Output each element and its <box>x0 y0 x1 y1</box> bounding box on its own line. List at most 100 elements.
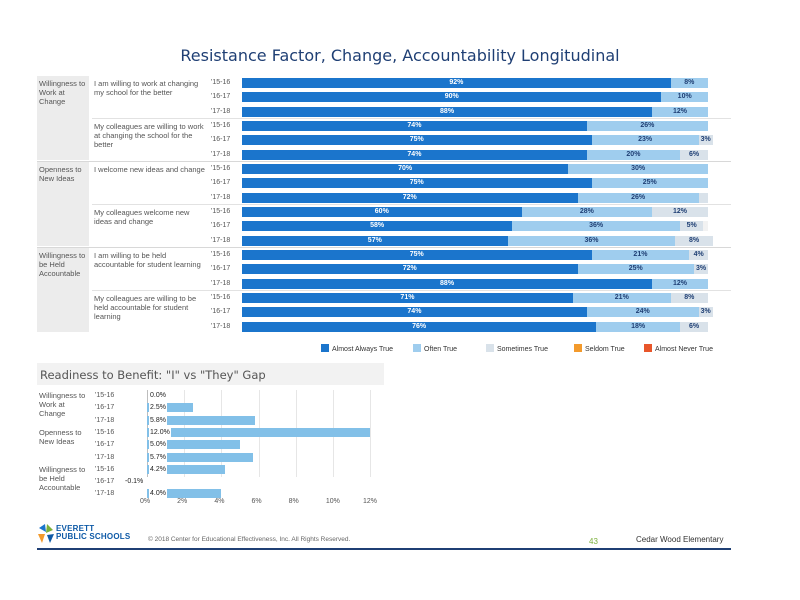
chart-legend: Almost Always True Often True Sometimes Tr… <box>321 344 731 356</box>
bar-value-label: 75% <box>409 251 424 258</box>
gap-bar <box>147 464 226 474</box>
bar-value-label: 57% <box>367 236 382 244</box>
gap-year-label: '16-17 <box>95 478 115 486</box>
gap-value-label: 0.0% <box>149 391 167 400</box>
group-panel <box>37 248 89 332</box>
gap-chart-header: Readiness to Benefit: "I" vs "They" Gap <box>37 363 384 385</box>
bar-value-label: 74% <box>407 308 422 316</box>
item-divider <box>92 118 731 119</box>
bar-track: 70% 30% <box>242 164 708 174</box>
row-year-label: '17-18 <box>211 279 231 287</box>
legend-item: Seldom True <box>574 344 625 355</box>
row-year-label: '17-18 <box>211 322 231 330</box>
legend-swatch <box>413 344 421 352</box>
logo-line2: PUBLIC SCHOOLS <box>56 532 131 541</box>
bar-value-label: 58% <box>370 222 385 230</box>
bar-segment <box>577 192 699 203</box>
bar-value-label: 20% <box>626 150 641 158</box>
bar-track: 88% 12% <box>242 278 708 289</box>
gap-gridline <box>370 390 371 477</box>
bar-value-label: 21% <box>614 294 629 301</box>
slide-title: Resistance Factor, Change, Accountabilit… <box>180 46 620 65</box>
bar-segment <box>242 121 587 131</box>
gap-year-label: '17-18 <box>95 453 115 461</box>
row-year-label: '17-18 <box>211 150 231 158</box>
gap-value-label: 12.0% <box>149 427 171 437</box>
item-label: My colleagues are willing to work at cha… <box>94 122 204 149</box>
bar-value-label: 70% <box>398 165 413 172</box>
item-divider <box>92 290 731 291</box>
bar-segment <box>242 78 671 88</box>
group-label: Willingness to Work at Change <box>39 79 86 106</box>
bar-track: 72% 26% <box>242 192 708 203</box>
bar-value-label: 28% <box>579 208 594 215</box>
gap-value-label: 4.2% <box>149 464 167 474</box>
gap-bar <box>147 452 253 462</box>
bar-segment <box>521 207 653 217</box>
bar-value-label: 8% <box>684 79 695 86</box>
bar-segment <box>591 250 690 260</box>
group-label: Openness to New Ideas <box>39 165 82 183</box>
bar-value-label: 12% <box>673 279 688 287</box>
bar-value-label: 30% <box>631 165 646 172</box>
bar-segment <box>694 264 708 275</box>
bar-value-label: 23% <box>638 136 653 144</box>
bar-value-label: 8% <box>688 236 700 244</box>
bar-value-label: 18% <box>631 322 646 330</box>
row-year-label: '15-16 <box>211 79 231 86</box>
item-divider <box>92 204 731 205</box>
row-year-label: '17-18 <box>211 107 231 115</box>
district-logo: EVERETT PUBLIC SCHOOLS <box>37 524 137 546</box>
gap-group-label: Openness to New Ideas <box>39 427 82 446</box>
bar-value-label: 12% <box>673 107 688 115</box>
row-year-label: '16-17 <box>211 308 231 316</box>
gap-bar <box>147 415 255 425</box>
bar-track: 74% 20% 6% <box>242 149 708 160</box>
legend-swatch <box>574 344 582 352</box>
row-year-label: '16-17 <box>211 93 231 101</box>
bar-segment <box>568 164 708 174</box>
legend-label: Sometimes True <box>497 346 548 353</box>
school-name: Cedar Wood Elementary <box>636 535 724 544</box>
gap-x-tick-label: 8% <box>288 498 299 505</box>
bar-value-label: 92% <box>449 79 464 86</box>
gap-value-label: -0.1% <box>124 477 145 487</box>
stacked-bar-chart: Willingness to Work at Change I am willin… <box>37 76 731 336</box>
logo-line1: EVERETT <box>56 524 95 533</box>
footer-divider <box>37 548 731 550</box>
bar-segment <box>596 321 681 332</box>
legend-item: Almost Always True <box>321 344 393 355</box>
bar-segment <box>586 149 681 160</box>
bar-segment <box>242 164 569 174</box>
bar-segment <box>242 207 522 217</box>
bar-value-label: 72% <box>402 265 417 273</box>
gap-value-label: 4.0% <box>149 489 167 499</box>
bar-track: 74% 26% <box>242 121 708 131</box>
bar-track: 72% 25% 3% <box>242 264 708 275</box>
bar-segment <box>242 178 592 189</box>
gap-x-tick-label: 0% <box>140 498 151 505</box>
copyright-text: © 2018 Center for Educational Effectiven… <box>148 536 351 543</box>
bar-value-label: 21% <box>633 251 648 258</box>
gap-group-label: Willingness to Work at Change <box>39 391 86 418</box>
bar-segment <box>242 264 578 275</box>
bar-value-label: 6% <box>688 322 700 330</box>
bar-segment <box>698 135 713 146</box>
group-panel <box>37 76 89 160</box>
bar-segment <box>652 278 708 289</box>
bar-value-label: 75% <box>409 136 424 144</box>
gap-bar <box>147 427 370 437</box>
legend-label: Seldom True <box>585 346 625 353</box>
bar-value-label: 25% <box>628 265 643 273</box>
bar-segment <box>242 106 653 117</box>
bar-segment <box>675 235 713 246</box>
bar-segment <box>591 135 699 146</box>
bar-value-label: 88% <box>440 107 455 115</box>
gap-year-label: '16-17 <box>95 404 115 412</box>
row-year-label: '16-17 <box>211 136 231 144</box>
gap-value-label: 2.5% <box>149 403 167 413</box>
bar-value-label: 25% <box>642 179 657 187</box>
item-label: My colleagues are willing to be held acc… <box>94 294 197 321</box>
bar-segment <box>242 149 587 160</box>
bar-segment <box>242 192 578 203</box>
